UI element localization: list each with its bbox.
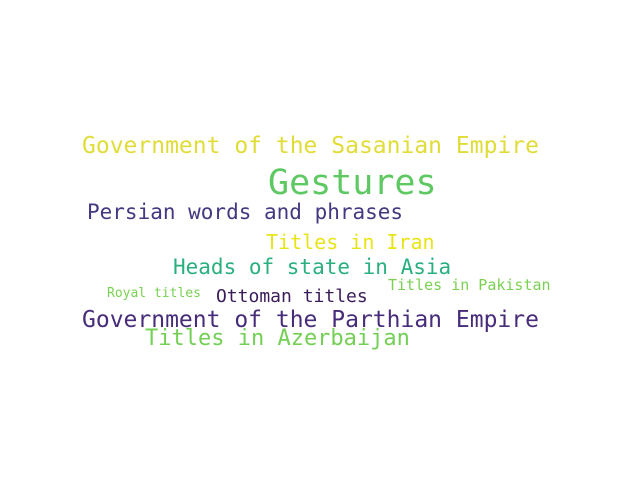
word-heads-of-state-in-asia: Heads of state in Asia <box>173 255 452 279</box>
word-royal-titles: Royal titles <box>107 286 201 301</box>
word-titles-in-pakistan: Titles in Pakistan <box>388 276 551 294</box>
word-ottoman-titles: Ottoman titles <box>216 286 368 307</box>
word-persian-words-and-phrases: Persian words and phrases <box>87 200 404 224</box>
word-government-sasanian-empire: Government of the Sasanian Empire <box>82 133 539 159</box>
word-titles-in-iran: Titles in Iran <box>266 230 435 254</box>
word-titles-in-azerbaijan: Titles in Azerbaijan <box>145 326 410 351</box>
word-gestures: Gestures <box>268 163 437 203</box>
word-government-parthian-empire: Government of the Parthian Empire <box>82 307 539 333</box>
